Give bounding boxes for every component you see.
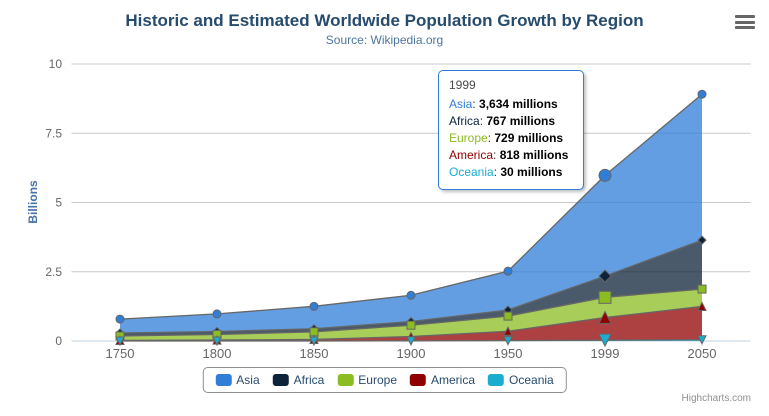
marker-asia-1800[interactable]: [212, 309, 222, 319]
marker-oceania-1900[interactable]: [406, 336, 416, 346]
marker-oceania-1950[interactable]: [503, 336, 513, 346]
legend-item-europe[interactable]: Europe: [337, 373, 397, 387]
legend-swatch-icon: [410, 374, 427, 386]
highcharts-credits[interactable]: Highcharts.com: [681, 393, 751, 404]
marker-oceania-1750[interactable]: [115, 336, 125, 347]
x-axis-label-1999: 1999: [591, 346, 620, 361]
tooltip-row-america: America: 818 millions: [449, 148, 569, 162]
marker-asia-1750[interactable]: [115, 314, 125, 324]
legend-label: Africa: [293, 373, 325, 387]
marker-europe-2050[interactable]: [697, 284, 707, 294]
x-axis-label-1850: 1850: [300, 346, 329, 361]
tooltip-series-value: 767 millions: [486, 114, 556, 128]
tooltip: 1999 Asia: 3,634 millions Africa: 767 mil…: [438, 70, 584, 190]
hamburger-icon: [735, 20, 755, 24]
tooltip-series-name: Oceania: [449, 165, 494, 179]
marker-europe-1950[interactable]: [503, 311, 513, 321]
legend-item-oceania[interactable]: Oceania: [488, 373, 554, 387]
marker-oceania-1800[interactable]: [212, 336, 222, 347]
marker-europe-1999[interactable]: [598, 290, 612, 304]
legend-label: Asia: [236, 373, 260, 387]
marker-oceania-1850[interactable]: [309, 336, 319, 347]
export-menu-button[interactable]: [733, 14, 757, 30]
y-axis-label: 7.5: [45, 126, 62, 140]
x-axis-label-1950: 1950: [494, 346, 523, 361]
y-axis-label: 10: [49, 57, 63, 71]
x-axis-label-1800: 1800: [203, 346, 232, 361]
marker-africa-1999[interactable]: [598, 269, 612, 283]
legend-swatch-icon: [272, 374, 289, 386]
chart-title: Historic and Estimated Worldwide Populat…: [125, 11, 644, 30]
tooltip-row-asia: Asia: 3,634 millions: [449, 97, 558, 111]
tooltip-row-oceania: Oceania: 30 millions: [449, 165, 563, 179]
legend: Asia Africa Europe America Oceania: [202, 367, 567, 393]
tooltip-series-name: Asia: [449, 97, 473, 111]
legend-label: Europe: [358, 373, 398, 387]
legend-swatch-icon: [337, 374, 354, 386]
marker-africa-2050[interactable]: [697, 235, 707, 245]
marker-asia-1850[interactable]: [309, 301, 319, 311]
tooltip-series-value: 729 millions: [494, 131, 564, 145]
marker-asia-1900[interactable]: [406, 290, 416, 300]
legend-item-asia[interactable]: Asia: [215, 373, 260, 387]
tooltip-series-name: Europe: [449, 131, 488, 145]
tooltip-header: 1999: [449, 78, 476, 92]
marker-oceania-1999[interactable]: [598, 333, 612, 348]
hamburger-icon: [735, 26, 755, 29]
tooltip-series-value: 30 millions: [500, 165, 563, 179]
series-area-africa[interactable]: [120, 240, 702, 336]
marker-asia-1999[interactable]: [598, 168, 612, 182]
legend-label: Oceania: [509, 373, 554, 387]
tooltip-row-africa: Africa: 767 millions: [449, 114, 556, 128]
tooltip-rows: Asia: 3,634 millions Africa: 767 millions…: [449, 96, 573, 181]
marker-asia-1950[interactable]: [503, 266, 513, 276]
y-axis-label: 5: [55, 196, 62, 210]
marker-america-1950[interactable]: [503, 326, 513, 336]
tooltip-series-name: Africa: [449, 114, 480, 128]
y-axis-title: Billions: [26, 180, 40, 224]
legend-item-america[interactable]: America: [410, 373, 475, 387]
x-axis-label-1750: 1750: [106, 346, 135, 361]
marker-america-1999[interactable]: [598, 310, 612, 325]
chart-subtitle: Source: Wikipedia.org: [325, 33, 444, 47]
marker-asia-2050[interactable]: [697, 89, 707, 99]
series-area-america[interactable]: [120, 306, 702, 341]
tooltip-row-europe: Europe: 729 millions: [449, 131, 564, 145]
x-axis-label-1900: 1900: [397, 346, 426, 361]
series-area-asia[interactable]: [120, 94, 702, 333]
tooltip-series-name: America: [449, 148, 494, 162]
hamburger-icon: [735, 15, 755, 18]
x-axis-label-2050: 2050: [688, 346, 717, 361]
legend-swatch-icon: [215, 374, 232, 386]
marker-europe-1900[interactable]: [406, 320, 416, 330]
legend-swatch-icon: [488, 374, 505, 386]
legend-label: America: [431, 373, 476, 387]
legend-item-africa[interactable]: Africa: [272, 373, 325, 387]
marker-america-2050[interactable]: [697, 301, 707, 311]
y-axis-label: 2.5: [45, 265, 62, 279]
tooltip-series-value: 818 millions: [499, 148, 569, 162]
y-axis-label: 0: [55, 334, 62, 348]
tooltip-series-value: 3,634 millions: [479, 97, 558, 111]
marker-oceania-2050[interactable]: [697, 335, 707, 345]
